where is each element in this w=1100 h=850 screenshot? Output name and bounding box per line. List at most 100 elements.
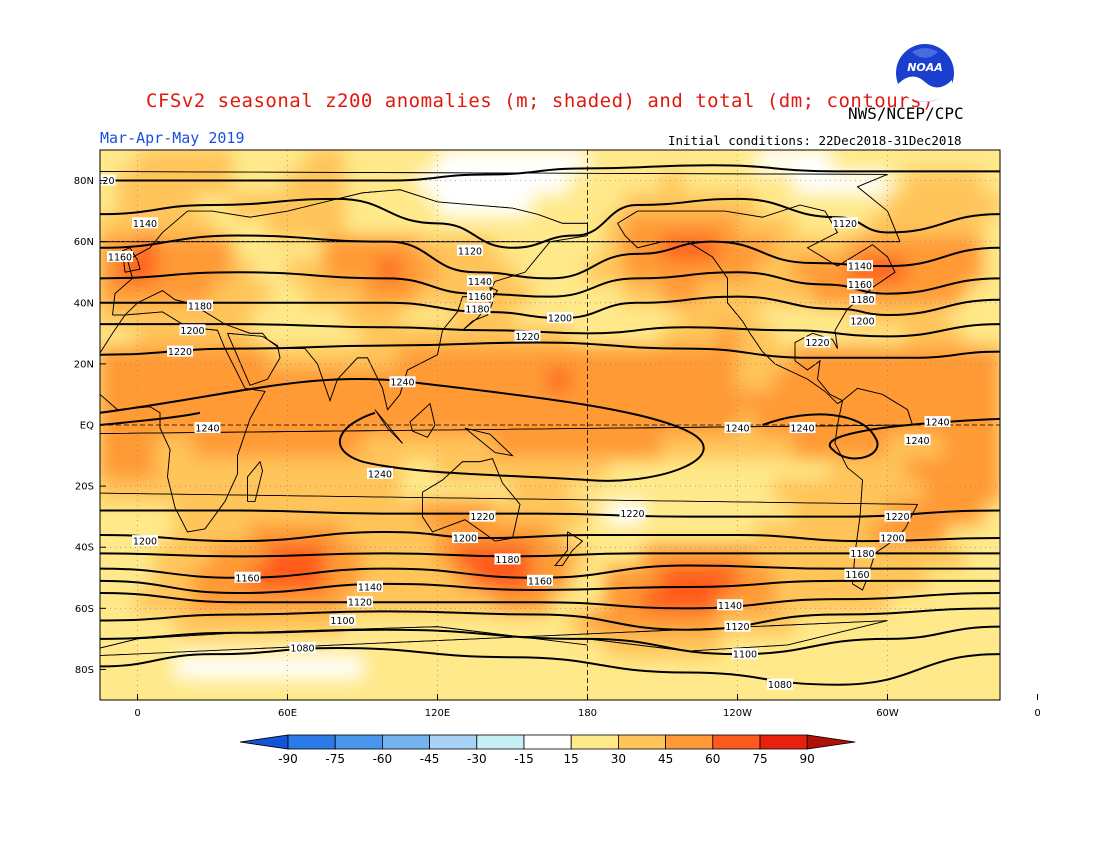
coastline [100, 171, 901, 243]
coastline [464, 427, 514, 457]
contour-label: 1180 [494, 553, 521, 566]
contour-label: 1180 [849, 547, 876, 560]
contour-label: 1240 [724, 422, 751, 435]
contour-label: 1140 [467, 275, 493, 288]
colorbar-segment [334, 734, 383, 750]
contour-label-text: 1160 [845, 570, 869, 581]
coastline [554, 531, 584, 566]
colorbar-segment [429, 734, 478, 750]
colorbar-left-arrow [239, 734, 289, 750]
contour-label: 1120 [347, 596, 373, 609]
contour-label: 1160 [467, 290, 493, 303]
colorbar-segment [523, 734, 572, 750]
contour-label-text: 1100 [330, 616, 354, 627]
lat-tick-label: EQ [80, 421, 94, 432]
contour-label: 1200 [179, 324, 206, 337]
contour-label-text: 1240 [368, 469, 392, 480]
lat-tick-label: 60S [75, 604, 94, 615]
contour-label-text: 1240 [905, 436, 929, 447]
contour-label: 1200 [547, 312, 573, 325]
lat-tick-label: 20N [74, 359, 94, 370]
chart-title: CFSv2 seasonal z200 anomalies (m; shaded… [146, 90, 934, 112]
contour-line [100, 295, 1000, 320]
lat-tick-label: 60N [74, 237, 94, 248]
colorbar-right-arrow [806, 734, 856, 750]
colorbar-tick-label: 15 [564, 752, 579, 766]
axis-labels: 80N 60N 40N 20N EQ 20S 40S 60S 80S 0 60E 120E 180 120… [74, 176, 1041, 719]
lat-tick-label: 40S [75, 543, 94, 554]
contour-label-text: 1120 [458, 246, 482, 257]
contour-label: 1200 [132, 535, 158, 548]
contour-label-text: 1080 [290, 644, 314, 655]
lat-tick-label: 20S [75, 482, 94, 493]
contour-line [100, 164, 1000, 182]
contour-label-text: 1120 [348, 598, 372, 609]
colorbar-segment [712, 734, 761, 750]
contour-line [100, 411, 201, 426]
contour-label: 1220 [167, 345, 193, 358]
contour-label-text: 1160 [848, 280, 872, 291]
contour-label-text: 1140 [468, 277, 492, 288]
lon-tick-label: 60E [278, 708, 297, 719]
colorbar-tick-label: -75 [325, 752, 345, 766]
contour-label: 1160 [107, 250, 133, 263]
noaa-logo: NOAA [896, 44, 954, 102]
contour-label-text: 1220 [805, 338, 829, 349]
coastline [227, 332, 281, 386]
contour-label-text: 1240 [195, 424, 219, 435]
contour-line [100, 625, 1000, 656]
coastline [247, 460, 263, 502]
contour-line [762, 413, 1000, 460]
contour-label-text: 1200 [180, 326, 204, 337]
contour-label: 1080 [767, 678, 793, 691]
colorbar-segment [381, 734, 430, 750]
contour-label-text: 1200 [850, 317, 874, 328]
colorbar-segment [287, 734, 336, 750]
contour-line [100, 341, 1000, 359]
contour-label-text: 1220 [470, 512, 494, 523]
contour-label-text: 1120 [833, 219, 857, 230]
colorbar-tick-label: 60 [705, 752, 720, 766]
contour-label: 1220 [884, 510, 911, 523]
contour-label: 1120 [90, 174, 116, 187]
colorbar-segment [665, 734, 714, 750]
contour-label: 1120 [724, 620, 751, 633]
contour-label: 1160 [844, 568, 871, 581]
lat-tick-label: 80S [75, 665, 94, 676]
agency-label: NWS/NCEP/CPC [848, 104, 964, 123]
colorbar-tick-label: 45 [658, 752, 673, 766]
contour-label: 1240 [367, 467, 393, 480]
contour-label-text: 1100 [733, 650, 757, 661]
contour-label-text: 1120 [90, 176, 114, 187]
contour-line [100, 530, 1000, 543]
contour-line [100, 377, 705, 482]
contour-line [100, 579, 1000, 595]
coastline [422, 458, 521, 542]
colorbar-tick-label: 30 [611, 752, 626, 766]
contour-label: 1200 [879, 532, 906, 545]
lon-tick-label: 0 [134, 708, 140, 719]
coastline [409, 402, 436, 438]
lon-tick-label: 180 [578, 708, 597, 719]
contour-label-text: 1200 [453, 534, 477, 545]
contour-label-text: 1160 [235, 573, 259, 584]
contour-label-text: 1180 [465, 304, 489, 315]
contour-label: 1180 [849, 293, 876, 306]
contour-label-text: 1140 [718, 601, 742, 612]
contour-line [100, 323, 1000, 338]
contour-label-text: 1180 [850, 295, 874, 306]
contour-label: 1160 [234, 571, 261, 584]
contour-label-text: 1240 [925, 417, 949, 428]
contour-label: 1200 [452, 532, 478, 545]
contour-label: 1140 [847, 260, 873, 273]
contour-label: 1220 [469, 510, 496, 523]
contour-label-text: 1140 [848, 262, 872, 273]
contour-label-text: 1220 [620, 509, 644, 520]
lon-tick-label: 120E [425, 708, 450, 719]
contour-label-text: 1220 [168, 347, 192, 358]
noaa-logo-text: NOAA [907, 61, 943, 74]
coastline [112, 189, 588, 411]
contour-label: 1180 [187, 299, 213, 312]
contour-line [100, 509, 1000, 518]
